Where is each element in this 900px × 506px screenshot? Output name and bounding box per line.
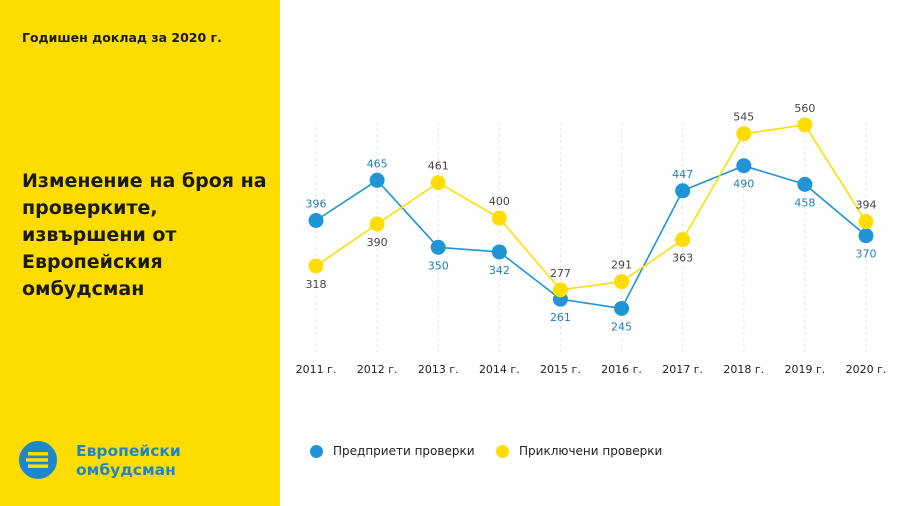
data-point-0 bbox=[858, 228, 874, 244]
data-label-1: 400 bbox=[489, 195, 510, 208]
x-tick-label: 2016 г. bbox=[601, 363, 642, 376]
x-tick-label: 2012 г. bbox=[357, 363, 398, 376]
legend-dot bbox=[310, 444, 323, 458]
data-point-0 bbox=[797, 176, 813, 192]
x-tick-label: 2014 г. bbox=[479, 363, 520, 376]
data-label-0: 342 bbox=[489, 264, 510, 277]
data-point-0 bbox=[614, 300, 630, 316]
data-point-1 bbox=[614, 274, 630, 290]
report-label: Годишен доклад за 2020 г. bbox=[22, 30, 222, 45]
data-label-1: 390 bbox=[367, 236, 388, 249]
data-point-0 bbox=[675, 183, 691, 199]
data-point-1 bbox=[369, 216, 385, 232]
data-point-0 bbox=[491, 244, 507, 260]
data-point-0 bbox=[308, 213, 324, 229]
data-label-0: 396 bbox=[306, 198, 327, 211]
legend-dot bbox=[496, 444, 509, 458]
data-label-1: 363 bbox=[672, 252, 693, 265]
data-point-1 bbox=[675, 232, 691, 248]
data-label-0: 490 bbox=[733, 178, 754, 191]
x-tick-label: 2015 г. bbox=[540, 363, 581, 376]
x-tick-label: 2013 г. bbox=[418, 363, 459, 376]
data-label-1: 461 bbox=[428, 160, 449, 173]
data-label-1: 277 bbox=[550, 267, 571, 280]
data-point-1 bbox=[491, 210, 507, 226]
x-tick-label: 2020 г. bbox=[846, 363, 887, 376]
series-line-0 bbox=[315, 164, 867, 310]
data-point-0 bbox=[736, 158, 752, 174]
legend-label: Приключени проверки bbox=[519, 444, 663, 458]
legend-label: Предприети проверки bbox=[333, 444, 475, 458]
data-point-1 bbox=[736, 126, 752, 142]
x-tick-label: 2019 г. bbox=[784, 363, 825, 376]
data-label-1: 560 bbox=[794, 102, 815, 115]
x-tick-label: 2017 г. bbox=[662, 363, 703, 376]
data-label-0: 370 bbox=[856, 248, 877, 261]
data-label-0: 245 bbox=[611, 320, 632, 333]
data-label-0: 458 bbox=[794, 196, 815, 209]
data-point-0 bbox=[369, 172, 385, 188]
data-point-1 bbox=[552, 282, 568, 298]
series-line-1 bbox=[315, 124, 867, 291]
left-panel: Годишен доклад за 2020 г. Изменение на б… bbox=[0, 0, 280, 506]
legend-item: Предприети проверки bbox=[310, 444, 475, 458]
data-point-1 bbox=[858, 214, 874, 230]
logo-text: Европейски омбудсман bbox=[76, 442, 181, 479]
data-point-1 bbox=[308, 258, 324, 274]
chart-title: Изменение на броя на проверките, извърше… bbox=[22, 170, 267, 300]
data-label-0: 350 bbox=[428, 259, 449, 272]
data-label-0: 447 bbox=[672, 168, 693, 181]
data-point-1 bbox=[430, 175, 446, 191]
euro-ombudsman-logo-icon bbox=[19, 441, 57, 479]
legend-item: Приключени проверки bbox=[496, 444, 662, 458]
data-label-0: 465 bbox=[367, 157, 388, 170]
data-point-1 bbox=[797, 117, 813, 133]
data-label-1: 394 bbox=[856, 199, 877, 212]
data-label-1: 291 bbox=[611, 259, 632, 272]
x-tick-label: 2011 г. bbox=[296, 363, 337, 376]
x-tick-label: 2018 г. bbox=[723, 363, 764, 376]
data-label-1: 545 bbox=[733, 111, 754, 124]
data-label-1: 318 bbox=[306, 278, 327, 291]
data-label-0: 261 bbox=[550, 311, 571, 324]
data-point-0 bbox=[430, 239, 446, 255]
